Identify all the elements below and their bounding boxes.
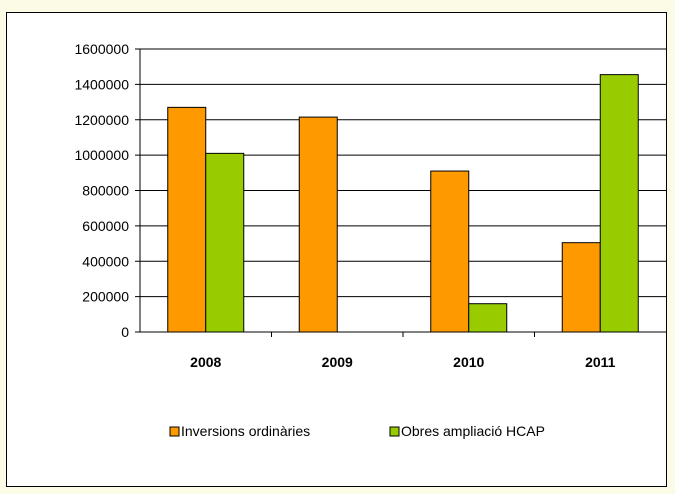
y-tick-label: 0 (121, 324, 129, 340)
bar-2010-series-1 (468, 303, 508, 333)
bar-2011-series-1 (599, 74, 639, 333)
y-tick-label: 200000 (82, 289, 129, 305)
y-tick-label: 1000000 (74, 147, 129, 163)
bar-2011-series-0 (561, 242, 601, 333)
y-tick-label: 800000 (82, 183, 129, 199)
x-tick-label: 2008 (190, 354, 221, 370)
legend-swatch-obres (389, 426, 400, 437)
legend-swatch-inversions (169, 426, 180, 437)
bar-2008-series-1 (205, 152, 245, 333)
legend: Inversions ordinàries Obres ampliació HC… (169, 423, 545, 439)
y-tick-label: 1600000 (74, 41, 129, 57)
y-tick-label: 400000 (82, 253, 129, 269)
y-tick-labels: 0 200000 400000 600000 800000 1000000 1200000 1… (74, 41, 129, 340)
bars (167, 74, 639, 333)
y-tick-label: 600000 (82, 218, 129, 234)
x-tick-label: 2011 (585, 354, 616, 370)
x-tick-label: 2010 (453, 354, 484, 370)
y-tick-label: 1400000 (74, 76, 129, 92)
bar-2008-series-0 (167, 106, 207, 333)
legend-label-obres: Obres ampliació HCAP (401, 423, 545, 439)
x-tick-labels: 2008 2009 2010 2011 (190, 332, 616, 370)
x-tick-label: 2009 (322, 354, 353, 370)
bar-2009-series-0 (298, 116, 338, 333)
bar-2010-series-0 (430, 170, 470, 333)
legend-label-inversions: Inversions ordinàries (181, 423, 310, 439)
y-tick-label: 1200000 (74, 112, 129, 128)
